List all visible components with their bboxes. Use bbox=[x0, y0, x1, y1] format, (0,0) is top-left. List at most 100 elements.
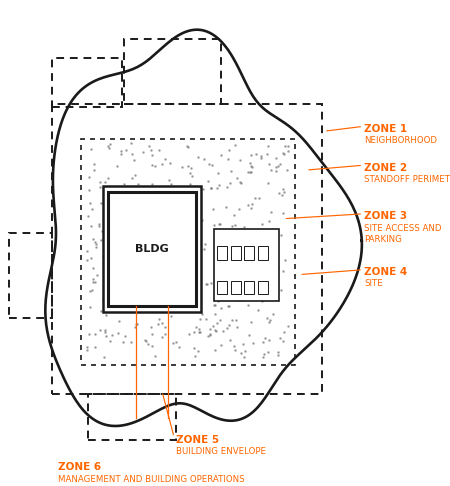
Point bbox=[214, 288, 221, 296]
Point bbox=[188, 172, 195, 180]
Point bbox=[196, 328, 203, 336]
Point bbox=[131, 172, 138, 179]
Point bbox=[279, 338, 287, 346]
Point bbox=[217, 220, 224, 228]
Point bbox=[249, 266, 256, 274]
Point bbox=[103, 311, 110, 319]
Point bbox=[186, 169, 194, 176]
Point bbox=[243, 237, 250, 244]
Point bbox=[193, 283, 200, 291]
Point bbox=[120, 180, 127, 188]
Point bbox=[260, 338, 267, 346]
Bar bbox=[258, 280, 268, 294]
Point bbox=[151, 300, 158, 308]
Point bbox=[261, 350, 268, 358]
Point bbox=[161, 156, 168, 163]
Point bbox=[133, 321, 140, 329]
Point bbox=[225, 277, 232, 285]
Point bbox=[118, 269, 126, 277]
Point bbox=[200, 185, 207, 193]
Point bbox=[255, 306, 262, 314]
Point bbox=[171, 210, 178, 218]
Point bbox=[279, 191, 286, 199]
Point bbox=[146, 289, 153, 296]
Point bbox=[126, 232, 133, 240]
Point bbox=[182, 234, 189, 242]
Point bbox=[232, 246, 239, 254]
Point bbox=[176, 343, 183, 351]
Point bbox=[188, 304, 195, 312]
Point bbox=[188, 286, 195, 294]
Point bbox=[161, 240, 168, 247]
Point bbox=[111, 225, 118, 232]
Point bbox=[142, 337, 149, 345]
Point bbox=[83, 344, 90, 351]
Point bbox=[247, 227, 254, 235]
Point bbox=[189, 285, 197, 293]
Point bbox=[96, 178, 104, 186]
Point bbox=[183, 142, 190, 150]
Point bbox=[91, 238, 99, 246]
Point bbox=[135, 219, 142, 226]
Point bbox=[261, 334, 269, 342]
Point bbox=[233, 174, 240, 181]
Point bbox=[169, 254, 176, 262]
Point bbox=[274, 295, 281, 302]
Point bbox=[101, 211, 108, 219]
Point bbox=[185, 330, 192, 338]
Point bbox=[212, 295, 220, 303]
Point bbox=[112, 236, 119, 244]
Point bbox=[119, 219, 126, 227]
Point bbox=[206, 325, 213, 332]
Point bbox=[100, 280, 108, 288]
Text: SITE: SITE bbox=[364, 279, 383, 289]
Point bbox=[203, 280, 211, 288]
Point bbox=[156, 315, 163, 323]
Point bbox=[86, 287, 93, 295]
Point bbox=[274, 351, 282, 359]
Point bbox=[192, 323, 199, 331]
Point bbox=[142, 294, 149, 302]
Point bbox=[280, 150, 288, 158]
Point bbox=[257, 153, 265, 160]
Point bbox=[102, 232, 109, 240]
Text: BLDG: BLDG bbox=[135, 244, 169, 254]
Text: ZONE 4: ZONE 4 bbox=[364, 267, 408, 277]
Point bbox=[128, 338, 135, 346]
Point bbox=[85, 212, 92, 220]
Point bbox=[210, 205, 217, 213]
Point bbox=[268, 243, 275, 251]
Point bbox=[140, 241, 147, 248]
Point bbox=[142, 193, 149, 201]
Point bbox=[136, 222, 144, 230]
Point bbox=[101, 326, 108, 333]
Point bbox=[155, 229, 162, 237]
Point bbox=[189, 229, 196, 237]
Point bbox=[85, 330, 92, 338]
Point bbox=[248, 318, 255, 326]
Point bbox=[170, 227, 177, 235]
Point bbox=[114, 329, 121, 337]
Point bbox=[256, 194, 263, 202]
Point bbox=[187, 267, 194, 275]
Point bbox=[117, 150, 125, 158]
Point bbox=[94, 272, 101, 279]
Point bbox=[166, 229, 174, 237]
Point bbox=[237, 178, 244, 186]
Point bbox=[207, 185, 214, 192]
Point bbox=[194, 275, 201, 282]
Point bbox=[140, 222, 148, 230]
Point bbox=[163, 306, 171, 313]
Bar bbox=[103, 186, 201, 312]
Point bbox=[248, 162, 255, 170]
Point bbox=[156, 259, 163, 266]
Point bbox=[122, 332, 129, 340]
Bar bbox=[88, 394, 176, 440]
Point bbox=[284, 166, 291, 174]
Bar bbox=[214, 229, 279, 301]
Point bbox=[184, 306, 191, 314]
Point bbox=[238, 349, 245, 357]
Point bbox=[214, 169, 221, 177]
Point bbox=[248, 169, 255, 176]
Point bbox=[98, 227, 105, 235]
